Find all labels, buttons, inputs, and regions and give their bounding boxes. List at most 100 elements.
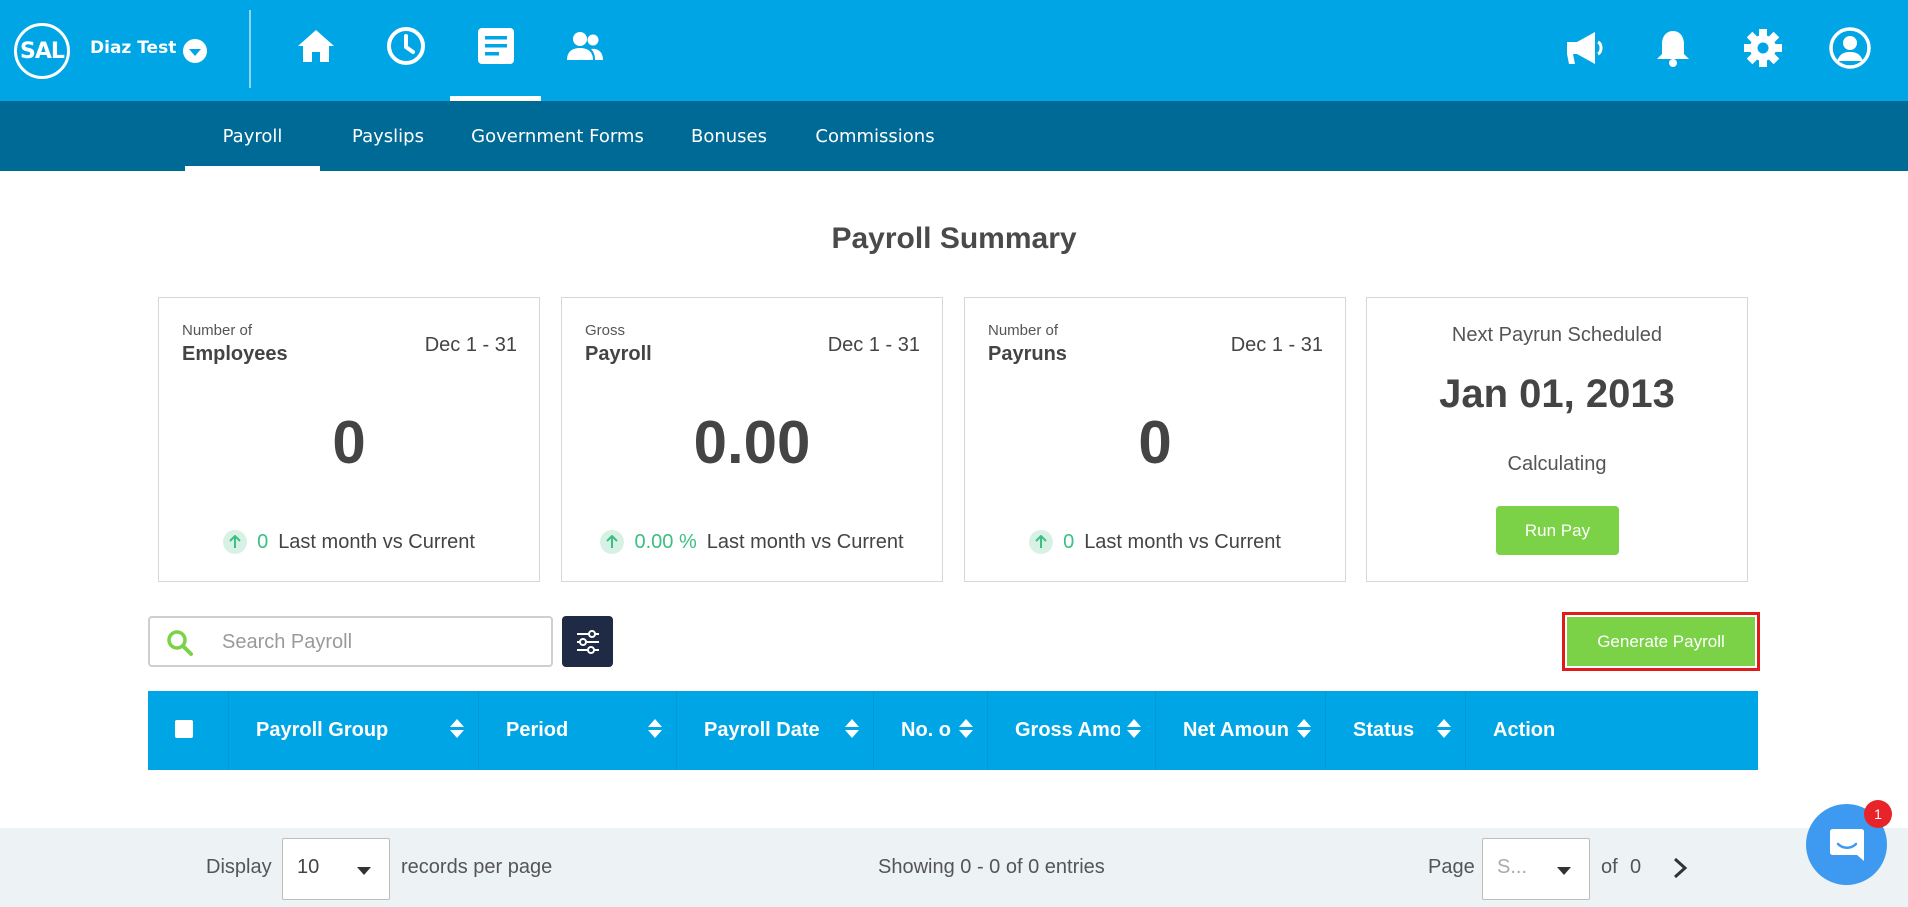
next-payrun-card: Next Payrun Scheduled Jan 01, 2013 Calcu… [1366,297,1748,582]
tab-active-indicator [185,166,320,171]
chat-icon [1829,828,1864,861]
column-label: Payroll Date [704,719,820,741]
records-per-page-select[interactable]: 10 [282,838,390,900]
chevron-down-icon [189,49,201,56]
chevron-right-icon [1673,857,1688,879]
records-per-page-label: records per page [401,856,553,878]
column-label: Gross Amou [1015,719,1120,741]
tab-payroll[interactable]: Payroll [222,125,283,147]
display-label: Display [206,856,272,878]
chevron-down-icon [1557,867,1571,875]
sort-icon [845,719,859,738]
trend-label: Last month vs Current [1084,530,1281,553]
chat-unread-badge: 1 [1864,800,1892,828]
card-date-range: Dec 1 - 31 [827,334,920,356]
tab-commissions[interactable]: Commissions [815,125,935,147]
page-select-value: S... [1497,856,1528,878]
arrow-up-icon [1029,530,1054,554]
announcements-button[interactable] [1560,24,1608,72]
sliders-icon [576,629,599,654]
company-dropdown-button[interactable] [183,39,207,63]
payroll-nav-button[interactable] [474,24,518,68]
card-value: 0.00 [693,409,811,476]
gear-icon [1744,29,1782,67]
column-payroll-date[interactable]: Payroll Date [677,691,874,770]
column-number-of-employees[interactable]: No. o [874,691,988,770]
people-nav-button[interactable] [563,24,607,68]
column-status[interactable]: Status [1326,691,1466,770]
page-select[interactable]: S... [1482,838,1590,900]
run-pay-button[interactable]: Run Pay [1496,506,1619,555]
home-nav-button[interactable] [294,24,338,68]
card-date-range: Dec 1 - 31 [1230,334,1323,356]
trend-value: 0 [257,530,269,553]
column-label: No. o [901,719,951,741]
card-trend: 0.00 % Last month vs Current [562,530,942,554]
column-net-amount[interactable]: Net Amoun [1156,691,1326,770]
card-small-label: Gross [585,322,626,339]
gross-payroll-card: Gross Payroll Dec 1 - 31 0.00 0.00 % Las… [561,297,943,582]
time-nav-button[interactable] [384,24,428,68]
payruns-card: Number of Payruns Dec 1 - 31 0 0 Last mo… [964,297,1346,582]
company-name[interactable]: Diaz Test [90,38,177,58]
card-title: Payruns [988,343,1067,365]
top-bar: SAL Diaz Test [0,0,1908,101]
select-all-column [148,691,229,770]
chevron-down-icon [357,867,371,875]
generate-payroll-button[interactable]: Generate Payroll [1567,617,1755,666]
trend-value: 0 [1063,530,1075,553]
column-label: Period [506,719,569,741]
table-header: Payroll Group Period Payroll Date No. o … [148,691,1758,770]
filter-button[interactable] [562,616,613,667]
settings-button[interactable] [1739,24,1787,72]
sort-icon [648,719,662,738]
next-payrun-date: Jan 01, 2013 [1439,372,1675,416]
column-label: Payroll Group [256,719,389,741]
card-value: 0 [1138,409,1172,476]
card-title: Employees [182,343,288,365]
megaphone-icon [1567,32,1603,64]
column-gross-amount[interactable]: Gross Amou [988,691,1156,770]
bell-icon [1657,31,1689,67]
column-action: Action [1466,691,1758,770]
next-page-button[interactable] [1670,856,1690,884]
card-trend: 0 Last month vs Current [965,530,1345,554]
column-payroll-group[interactable]: Payroll Group [229,691,479,770]
generate-payroll-highlight: Generate Payroll [1562,612,1760,671]
document-icon [478,28,514,64]
nav-active-indicator [450,96,541,101]
logo-text: SAL [20,38,65,64]
column-label: Status [1353,719,1415,741]
entries-summary: Showing 0 - 0 of 0 entries [878,856,1105,878]
card-small-label: Number of [988,322,1059,339]
page-label: Page [1428,856,1475,878]
people-icon [567,32,603,60]
records-per-page-value: 10 [297,856,320,878]
user-icon [1829,27,1871,69]
search-icon [166,629,194,661]
search-box [148,616,553,667]
profile-button[interactable] [1826,24,1874,72]
divider [249,10,251,88]
column-label: Action [1493,719,1556,741]
card-trend: 0 Last month vs Current [159,530,539,554]
sub-navigation: Payroll Payslips Government Forms Bonuse… [0,101,1908,171]
trend-label: Last month vs Current [706,530,904,553]
page-title: Payroll Summary [831,222,1077,255]
logo[interactable]: SAL [14,23,70,79]
column-period[interactable]: Period [479,691,677,770]
sort-icon [450,719,464,738]
card-title: Payroll [585,343,652,365]
arrow-up-icon [223,530,248,554]
next-payrun-title: Next Payrun Scheduled [1451,324,1663,346]
tab-government-forms[interactable]: Government Forms [471,125,644,147]
sort-icon [1437,719,1451,738]
tab-bonuses[interactable]: Bonuses [690,125,767,147]
of-label: of [1601,856,1618,878]
tab-payslips[interactable]: Payslips [352,125,424,147]
trend-label: Last month vs Current [278,530,475,553]
search-input[interactable] [222,628,532,656]
notifications-button[interactable] [1649,24,1697,72]
select-all-checkbox[interactable] [175,720,193,738]
trend-value: 0.00 % [634,530,697,553]
